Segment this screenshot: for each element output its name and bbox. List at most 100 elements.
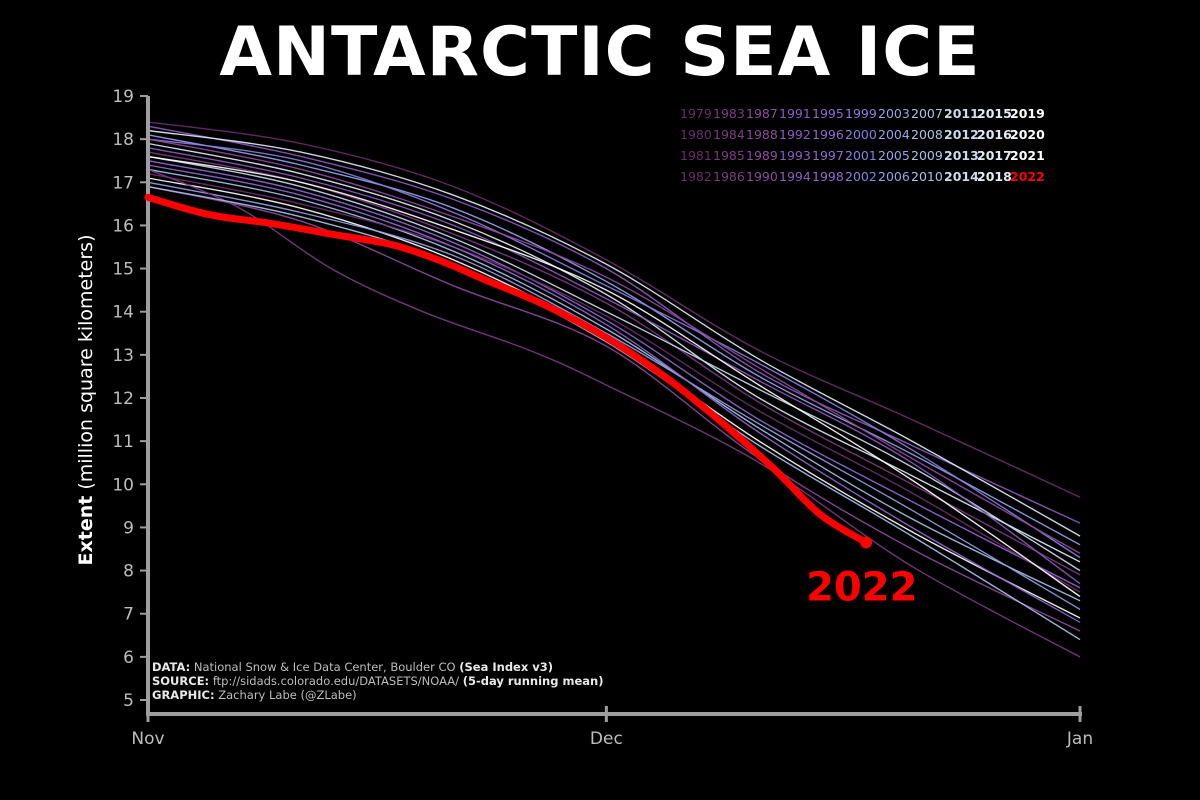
legend-year-1995: 1995 [812,106,844,121]
credit-graphic-label: GRAPHIC: [152,688,215,702]
series-line-3 [147,142,1081,563]
y-tick-label-7: 7 [123,605,134,625]
legend-year-2022: 2022 [1010,169,1045,184]
credit-source-text: ftp://sidads.colorado.edu/DATASETS/NOAA/ [212,674,460,688]
legend-year-1990: 1990 [746,169,778,184]
y-tick-label-13: 13 [112,346,134,366]
legend-year-1985: 1985 [713,148,745,163]
series-line-17 [147,185,1081,641]
legend-year-2007: 2007 [911,106,943,121]
legend-year-2008: 2008 [911,127,943,142]
series-line-10 [147,155,1081,572]
y-tick-label-18: 18 [112,130,134,150]
legend-year-2003: 2003 [878,106,910,121]
series-line-13 [147,181,1081,611]
series-line-1 [147,125,1081,524]
legend-year-2015: 2015 [977,106,1012,121]
series-line-0 [147,121,1081,498]
series-line-9 [147,138,1081,559]
series-line-12 [147,147,1081,585]
legend-year-1986: 1986 [713,169,745,184]
credit-source-label: SOURCE: [152,674,210,688]
legend-year-1979: 1979 [680,106,712,121]
series-line-15 [147,168,1081,658]
series-line-14 [147,129,1081,537]
series-line-2 [147,134,1081,546]
highlight-endpoint [860,536,873,549]
credit-data-label: DATA: [152,660,191,674]
y-tick-label-6: 6 [123,648,134,668]
series-line-7 [147,177,1081,619]
y-tick-label-5: 5 [123,691,134,711]
y-tick-label-17: 17 [112,173,134,193]
legend-year-1980: 1980 [680,127,712,142]
legend-year-2016: 2016 [977,127,1012,142]
series-layer [147,121,1081,658]
legend-year-2011: 2011 [944,106,979,121]
legend-year-1992: 1992 [779,127,811,142]
y-tick-label-9: 9 [123,518,134,538]
x-tick-label-nov: Nov [131,729,164,749]
series-line-6 [147,168,1081,602]
legend-year-2018: 2018 [977,169,1012,184]
credit-data-extra: (Sea Index v3) [459,660,554,674]
series-line-4 [147,151,1081,576]
legend-year-2001: 2001 [845,148,877,163]
y-axis-label: Extent (million square kilometers) [75,235,97,566]
series-line-16 [147,164,1081,623]
legend-year-1996: 1996 [812,127,844,142]
legend-year-1988: 1988 [746,127,778,142]
legend-year-1984: 1984 [713,127,745,142]
y-axis-label-rest: (million square kilometers) [75,235,97,490]
legend-year-2006: 2006 [878,169,910,184]
y-tick-label-16: 16 [112,216,134,236]
legend-year-1998: 1998 [812,169,844,184]
credits: DATA: National Snow & Ice Data Center, B… [152,660,603,702]
legend-year-1991: 1991 [779,106,811,121]
legend-year-1994: 1994 [779,169,811,184]
x-tick-label-dec: Dec [590,729,623,749]
legend-year-2005: 2005 [878,148,910,163]
legend-year-2012: 2012 [944,127,979,142]
highlight-line-2022 [144,193,870,546]
legend-year-1989: 1989 [746,148,778,163]
chart-title: ANTARCTIC SEA ICE [219,13,981,92]
legend-year-1982: 1982 [680,169,712,184]
credit-graphic-text: Zachary Labe (@ZLabe) [218,688,357,702]
y-tick-label-11: 11 [112,432,134,452]
y-tick-label-8: 8 [123,562,134,582]
credit-data-text: National Snow & Ice Data Center, Boulder… [193,660,456,674]
legend-year-2020: 2020 [1010,127,1045,142]
series-line-18 [147,155,1081,598]
legend-year-1987: 1987 [746,106,778,121]
highlight-label-2022: 2022 [806,565,917,611]
legend: 1979 1983 1987 1991 1995 1999 2003 2007 20112015… [680,106,1045,184]
legend-year-1997: 1997 [812,148,844,163]
credit-graphic: GRAPHIC: Zachary Labe (@ZLabe) [152,688,603,702]
legend-year-2013: 2013 [944,148,979,163]
legend-year-2017: 2017 [977,148,1012,163]
credit-data: DATA: National Snow & Ice Data Center, B… [152,660,603,674]
legend-year-2009: 2009 [911,148,943,163]
series-line-19 [147,138,1081,554]
highlight-layer: 2022 [144,193,917,611]
series-line-8 [147,185,1081,632]
y-tick-label-19: 19 [112,87,134,107]
series-line-11 [147,173,1081,593]
legend-year-1981: 1981 [680,148,712,163]
y-tick-label-10: 10 [112,475,134,495]
legend-year-1983: 1983 [713,106,745,121]
y-tick-label-15: 15 [112,260,134,280]
legend-year-2002: 2002 [845,169,877,184]
y-axis-label-bold: Extent [75,496,97,566]
credit-source-extra: (5-day running mean) [462,674,604,688]
legend-year-2019: 2019 [1010,106,1045,121]
legend-year-2021: 2021 [1010,148,1045,163]
y-tick-label-12: 12 [112,389,134,409]
legend-year-1993: 1993 [779,148,811,163]
y-tick-label-14: 14 [112,303,134,323]
credit-source: SOURCE: ftp://sidads.colorado.edu/DATASE… [152,674,603,688]
x-tick-label-jan: Jan [1066,729,1093,749]
legend-year-2004: 2004 [878,127,910,142]
